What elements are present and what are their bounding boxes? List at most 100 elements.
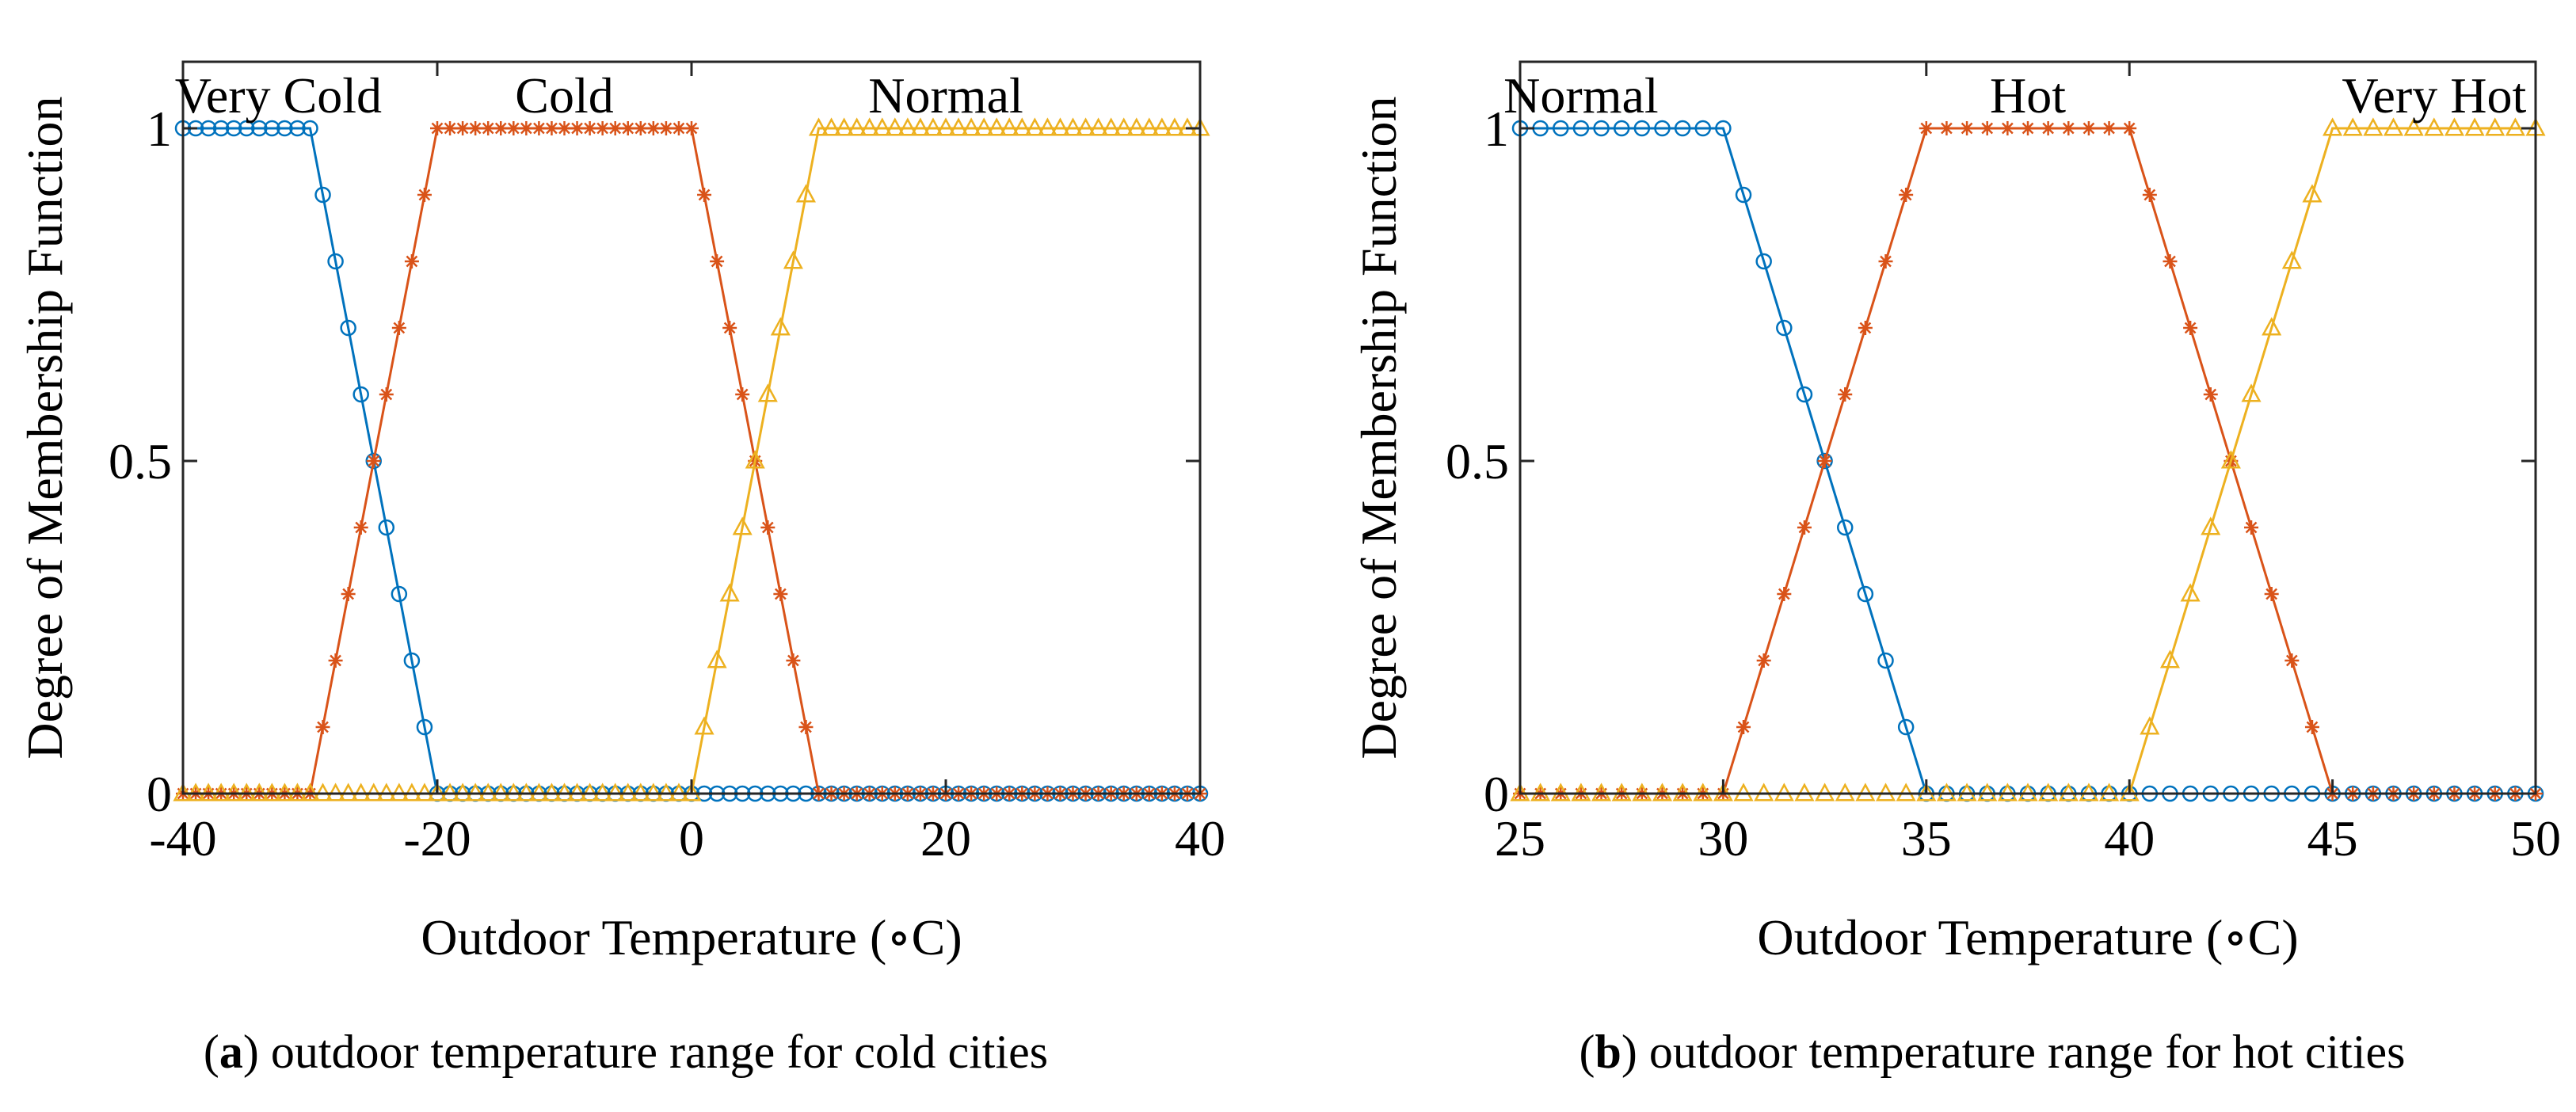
data-point xyxy=(314,186,331,204)
data-point xyxy=(2262,317,2282,336)
data-point xyxy=(760,520,775,535)
data-point xyxy=(608,121,623,135)
data-point xyxy=(1593,120,1610,137)
y-tick-label: 0 xyxy=(147,766,172,822)
data-point xyxy=(200,120,217,137)
data-point xyxy=(276,120,293,137)
data-point xyxy=(302,120,318,137)
panel-a-caption: (a) outdoor temperature range for cold c… xyxy=(204,1026,1048,1078)
data-point xyxy=(1857,585,1874,603)
data-point xyxy=(694,716,714,735)
data-point xyxy=(658,121,673,135)
data-point xyxy=(468,121,483,135)
series-line xyxy=(183,127,1200,795)
data-point xyxy=(1674,120,1691,137)
panel-b-y-axis-label: Degree of Membership Function xyxy=(1351,96,1407,759)
data-point xyxy=(2159,649,2181,668)
data-point xyxy=(582,121,597,135)
data-point xyxy=(2342,117,2363,136)
x-tick-label: -40 xyxy=(149,810,216,866)
y-tick-label: 0.5 xyxy=(109,433,172,489)
data-point xyxy=(999,117,1019,136)
y-tick-label: 1 xyxy=(1484,101,1509,157)
data-point xyxy=(1694,120,1712,137)
data-point xyxy=(1858,321,1873,335)
data-point xyxy=(493,121,509,135)
data-point xyxy=(2201,516,2221,535)
data-point xyxy=(315,720,330,734)
data-point xyxy=(684,121,699,135)
data-point xyxy=(745,450,765,469)
data-point xyxy=(379,387,394,402)
panel-a-y-axis-label: Degree of Membership Function xyxy=(17,96,73,759)
data-point xyxy=(722,321,737,335)
data-point xyxy=(2323,117,2343,136)
data-point xyxy=(1126,117,1147,136)
data-point xyxy=(2241,383,2262,402)
data-point xyxy=(1164,117,1185,136)
data-point xyxy=(327,253,344,270)
series-line xyxy=(1520,127,2536,795)
y-tick-label: 0 xyxy=(1484,766,1509,822)
data-point xyxy=(961,117,981,136)
panel-a-caption-letter: a xyxy=(219,1026,243,1078)
data-point xyxy=(2485,117,2506,136)
data-point xyxy=(2383,117,2404,136)
data-point xyxy=(2220,450,2241,469)
data-point xyxy=(808,117,829,136)
data-point xyxy=(595,121,610,135)
panel-a-x-axis-label: Outdoor Temperature (∘C) xyxy=(421,909,962,965)
panel-b-hot-cities: 25 30 35 40 45 50 0 0.5 1 Normal Hot Ver… xyxy=(1351,60,2561,1078)
data-point xyxy=(1817,454,1832,468)
panel-b-plot-frame xyxy=(1519,60,2537,795)
panel-a-cold-cities: -40 -20 0 20 40 0 0.5 1 Very Cold Cold N… xyxy=(17,60,1225,1078)
data-point xyxy=(1654,120,1671,137)
series-line xyxy=(183,127,1200,795)
data-point xyxy=(506,121,521,135)
data-point xyxy=(936,117,956,136)
data-point xyxy=(212,120,230,137)
panel-b-series xyxy=(1510,117,2546,802)
data-point xyxy=(671,121,686,135)
y-tick-label: 0.5 xyxy=(1446,433,1509,489)
data-point xyxy=(1613,120,1630,137)
data-point xyxy=(1062,117,1084,136)
data-point xyxy=(2363,117,2384,136)
y-tick-label: 1 xyxy=(147,101,172,157)
data-point xyxy=(923,117,943,136)
data-point xyxy=(417,188,432,202)
data-point xyxy=(974,117,994,136)
data-point xyxy=(2163,254,2178,268)
data-point xyxy=(897,117,918,136)
data-point xyxy=(2081,121,2096,135)
data-point xyxy=(885,117,905,136)
panel-b-ticks xyxy=(1519,62,2537,795)
series-line xyxy=(183,127,1200,795)
data-point xyxy=(1877,652,1894,669)
data-point xyxy=(366,454,381,468)
x-tick-label: 40 xyxy=(1175,810,1225,866)
data-point xyxy=(834,117,855,136)
x-tick-label: 45 xyxy=(2307,810,2358,866)
panel-b-x-tick-labels: 25 30 35 40 45 50 xyxy=(1495,810,2561,866)
panel-a-caption-text: ) outdoor temperature range for cold cit… xyxy=(243,1026,1048,1078)
data-point xyxy=(2264,587,2279,601)
data-point xyxy=(1796,386,1813,403)
data-point xyxy=(1152,117,1172,136)
data-point xyxy=(1572,120,1590,137)
data-point xyxy=(2464,117,2485,136)
data-point xyxy=(1878,254,1893,268)
data-point xyxy=(2304,720,2319,734)
data-point xyxy=(707,649,727,668)
data-point xyxy=(1114,117,1134,136)
data-point xyxy=(1024,117,1045,136)
region-label-very-hot: Very Hot xyxy=(2342,67,2526,124)
data-point xyxy=(2102,121,2117,135)
data-point xyxy=(757,383,778,402)
data-point xyxy=(544,121,559,135)
data-point xyxy=(2505,117,2525,136)
data-point xyxy=(783,250,803,269)
data-point xyxy=(859,117,880,136)
panel-b-region-labels: Normal Hot Very Hot xyxy=(1503,67,2526,124)
data-point xyxy=(519,121,534,135)
